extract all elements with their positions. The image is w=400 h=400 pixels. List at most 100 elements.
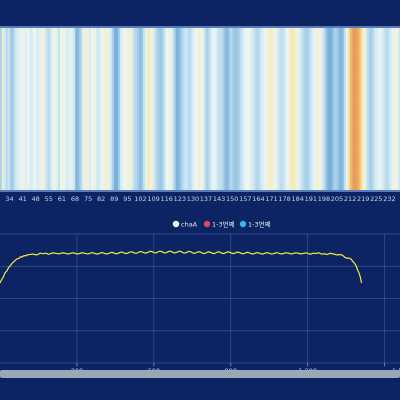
horizontal-scrollbar-thumb[interactable] xyxy=(0,370,400,378)
heatmap-x-tick-label: 75 xyxy=(84,195,92,203)
heatmap-column xyxy=(110,28,113,190)
heatmap-column xyxy=(220,28,223,190)
heatmap-column xyxy=(38,28,42,190)
heatmap-column xyxy=(255,28,258,190)
heatmap-column xyxy=(237,28,241,190)
heatmap-column xyxy=(216,28,219,190)
heatmap-column xyxy=(191,28,194,190)
heatmap-x-tick-label: 219 xyxy=(357,195,369,203)
heatmap-column xyxy=(129,28,132,190)
heatmap-column xyxy=(222,28,225,190)
heatmap-column xyxy=(90,28,94,190)
heatmap-column xyxy=(183,28,187,190)
heatmap-column xyxy=(17,28,20,190)
heatmap-column xyxy=(154,28,158,190)
heatmap-column xyxy=(299,28,303,190)
heatmap-column xyxy=(257,28,260,190)
heatmap-column xyxy=(30,28,34,190)
heatmap-column xyxy=(318,28,322,190)
heatmap-column xyxy=(378,28,382,190)
heatmap-column xyxy=(112,28,115,190)
heatmap-column xyxy=(247,28,250,190)
heatmap-column xyxy=(330,28,333,190)
heatmap-column xyxy=(289,28,293,190)
heatmap-column xyxy=(141,28,144,190)
heatmap-x-tick-label: 212 xyxy=(344,195,356,203)
heatmap-column xyxy=(311,28,314,190)
heatmap-column xyxy=(67,28,71,190)
heatmap-column xyxy=(50,28,53,190)
legend-label[interactable]: 1-3번째 xyxy=(212,220,235,229)
heatmap-column xyxy=(71,28,75,190)
heatmap-column xyxy=(150,28,154,190)
heatmap-column xyxy=(214,28,218,190)
heatmap-column xyxy=(117,28,121,190)
heatmap-column xyxy=(336,28,339,190)
heatmap-column xyxy=(251,28,254,190)
heatmap-column xyxy=(21,28,24,190)
heatmap-column xyxy=(224,28,227,190)
heatmap-column xyxy=(231,28,235,190)
heatmap-column xyxy=(189,28,192,190)
heatmap-column xyxy=(173,28,177,190)
heatmap-column xyxy=(27,28,30,190)
heatmap-column xyxy=(146,28,150,190)
heatmap-column xyxy=(32,28,36,190)
heatmap-column xyxy=(79,28,82,190)
legend-label[interactable]: 1-3번째 xyxy=(248,220,271,229)
heatmap-column xyxy=(65,28,69,190)
heatmap-column xyxy=(266,28,270,190)
heatmap-column xyxy=(210,28,214,190)
heatmap-column xyxy=(382,28,386,190)
heatmap-column xyxy=(52,28,55,190)
heatmap-column xyxy=(86,28,90,190)
heatmap-column xyxy=(92,28,96,190)
heatmap-column xyxy=(7,28,11,190)
heatmap-column xyxy=(241,28,245,190)
heatmap-column xyxy=(0,28,3,190)
heatmap-column xyxy=(276,28,279,190)
heatmap-x-tick-label: 48 xyxy=(32,195,40,203)
heatmap-column xyxy=(320,28,324,190)
heatmap-column xyxy=(40,28,44,190)
heatmap-column xyxy=(175,28,179,190)
heatmap-column xyxy=(285,28,289,190)
heatmap-column xyxy=(170,28,173,190)
heatmap-x-tick-label: 198 xyxy=(318,195,330,203)
legend-marker xyxy=(203,220,211,228)
heatmap-column xyxy=(152,28,156,190)
heatmap-column xyxy=(69,28,73,190)
heatmap-column xyxy=(282,28,285,190)
horizontal-scrollbar-track[interactable] xyxy=(0,385,400,400)
heatmap-column xyxy=(390,28,393,190)
heatmap-column xyxy=(13,28,17,190)
heatmap-column xyxy=(274,28,277,190)
heatmap-column xyxy=(133,28,136,190)
heatmap-column xyxy=(123,28,127,190)
heatmap-column xyxy=(46,28,49,190)
heatmap-x-tick-label: 191 xyxy=(305,195,317,203)
heatmap-column xyxy=(3,28,7,190)
heatmap-column xyxy=(291,28,295,190)
heatmap-column xyxy=(114,28,117,190)
heatmap-column xyxy=(73,28,76,190)
heatmap-column xyxy=(324,28,328,190)
heatmap-column xyxy=(83,28,86,190)
heatmap-column xyxy=(102,28,105,190)
heatmap-column xyxy=(239,28,243,190)
heatmap-column xyxy=(343,28,347,190)
heatmap-column xyxy=(177,28,181,190)
heatmap-column xyxy=(245,28,248,190)
heatmap-column xyxy=(338,28,341,190)
heatmap-column xyxy=(367,28,370,190)
heatmap-column xyxy=(135,28,138,190)
legend-label[interactable]: chaA xyxy=(181,221,198,229)
heatmap-column xyxy=(307,28,310,190)
heatmap-column xyxy=(345,28,349,190)
heatmap-x-tick-label: 164 xyxy=(252,195,264,203)
heatmap-x-tick-label: 109 xyxy=(147,195,159,203)
heatmap-column xyxy=(15,28,18,190)
heatmap-column xyxy=(119,28,123,190)
heatmap-column xyxy=(168,28,171,190)
heatmap-column xyxy=(226,28,229,190)
